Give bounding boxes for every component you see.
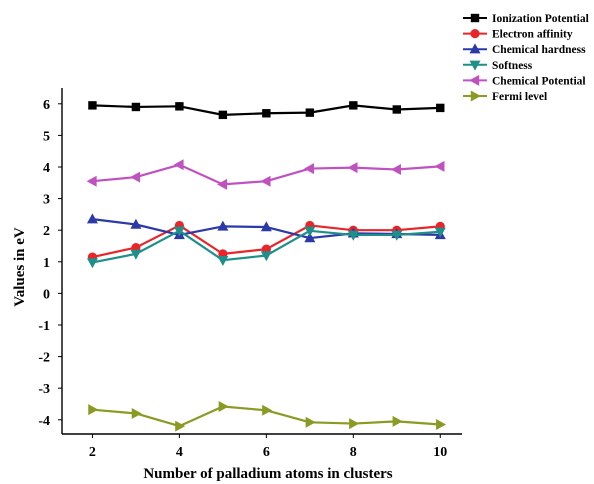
series-fermi-level [88,401,447,432]
y-tick-label: -3 [38,382,50,397]
series-layer [86,101,447,432]
legend-item: Fermi level [463,90,547,103]
data-point [86,175,97,187]
data-point [260,221,272,232]
y-tick-label: 0 [43,287,50,302]
legend-marker [469,43,481,54]
legend-marker [470,90,481,102]
data-point [131,102,141,112]
series-chemical-hardness [86,213,446,243]
y-tick-label: 4 [43,161,50,176]
data-point [392,105,401,114]
data-point [88,404,99,416]
data-point [347,162,358,174]
data-point [260,251,272,262]
legend-label: Chemical hardness [492,44,586,56]
legend-item: Chemical Potential [463,74,586,87]
data-point [130,249,142,260]
x-tick-label: 4 [176,445,183,460]
data-point [86,213,98,224]
axes [61,88,462,435]
data-point [392,415,403,427]
data-point [217,178,228,190]
legend-item: Softness [463,60,533,72]
data-point [262,404,273,416]
data-point [304,163,315,175]
data-point [130,218,142,229]
data-point [349,418,360,430]
series-ionization-potential [88,101,445,120]
y-tick-label: 1 [43,256,50,271]
x-axis-title: Number of palladium atoms in clusters [143,466,392,482]
y-axis-title: Values in eV [12,227,28,307]
y-tick-label: -2 [38,351,50,366]
data-point [88,101,97,110]
data-point [434,227,446,238]
data-point [217,220,229,231]
legend-label: Chemical Potential [492,75,586,87]
series-chemical-potential [86,159,445,190]
data-point [391,230,403,241]
data-point [218,401,229,413]
data-point [347,230,359,241]
y-tick-label: 6 [43,98,50,113]
data-point [86,258,98,269]
x-tick-label: 2 [89,445,96,460]
legend-item: Chemical hardness [463,43,586,56]
data-point [304,232,316,243]
data-point [173,159,184,171]
data-point [349,101,358,110]
legend-marker [470,13,480,23]
data-point [305,108,315,117]
data-point [260,175,271,187]
data-point [436,419,447,431]
x-ticks: 2 4 6 8 10 [89,434,447,460]
data-point [217,256,229,267]
y-tick-label: 3 [43,193,50,208]
data-point [173,226,185,237]
legend-marker [470,28,480,39]
legend-label: Electron affinity [492,29,573,41]
data-point [130,171,141,183]
legend-marker [469,74,480,86]
legend-label: Softness [492,60,533,72]
legend: Ionization Potential Electron affinity Che… [463,13,589,103]
legend-label: Ionization Potential [492,13,589,25]
data-point [390,164,401,176]
legend-label: Fermi level [492,91,547,103]
legend-item: Electron affinity [463,29,573,41]
data-point [434,160,445,172]
y-tick-label: -4 [38,414,50,429]
legend-item: Ionization Potential [463,13,589,25]
data-point [131,407,142,419]
x-tick-label: 10 [433,445,447,460]
data-point [175,420,186,432]
data-point [436,103,445,113]
data-point [175,102,184,111]
data-point [262,109,271,118]
data-point [305,416,316,428]
x-tick-label: 8 [350,445,357,460]
series-softness [86,226,446,269]
y-tick-label: -1 [38,319,50,334]
data-point [304,226,316,237]
y-tick-label: 2 [43,224,50,239]
y-ticks: 6 5 4 3 2 1 0 -1 -2 -3 -4 [38,98,62,429]
data-point [218,110,228,120]
y-tick-label: 5 [43,129,50,144]
legend-marker [469,60,481,71]
x-tick-label: 6 [263,445,270,460]
